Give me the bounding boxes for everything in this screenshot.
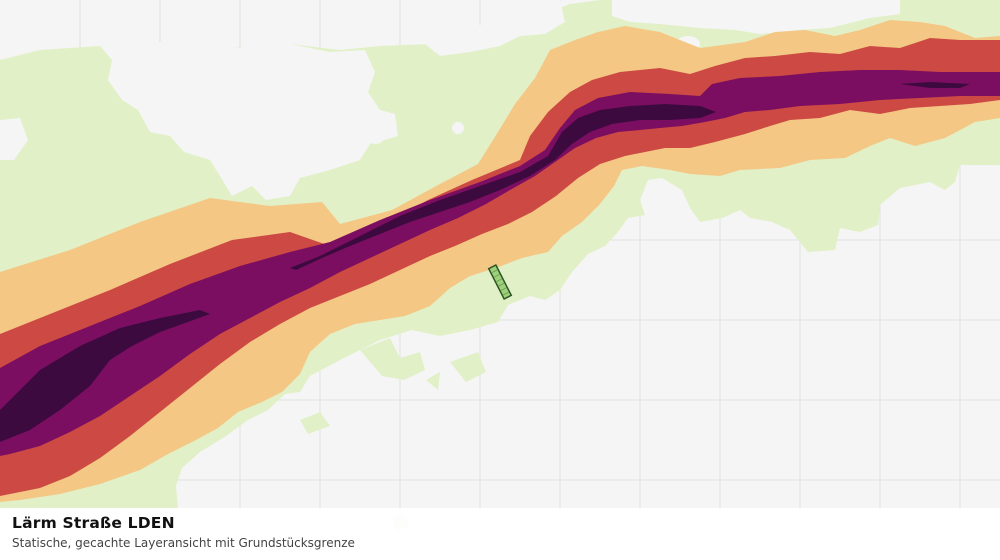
map-islands — [0, 0, 901, 200]
parcel-boundary[interactable] — [487, 264, 513, 300]
layer-subtitle: Statische, gecachte Layeransicht mit Gru… — [12, 536, 355, 550]
layer-title: Lärm Straße LDEN — [12, 514, 175, 532]
noise-band-dark — [0, 82, 970, 442]
map-caption: Lärm Straße LDEN Statische, gecachte Lay… — [0, 508, 1000, 560]
noise-band-orange — [0, 20, 1000, 502]
parcel-polygon[interactable] — [487, 264, 513, 300]
